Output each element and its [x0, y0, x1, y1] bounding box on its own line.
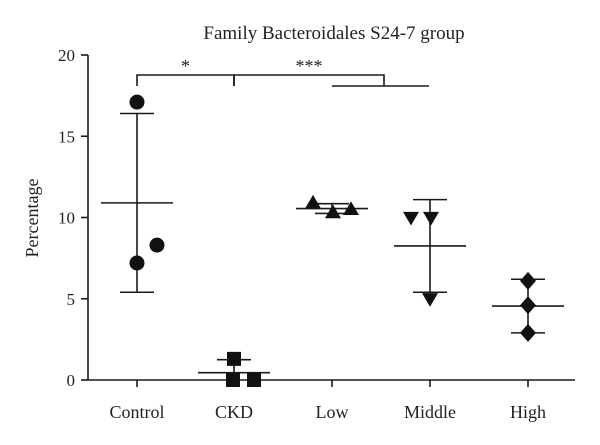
data-point-triangle-down — [423, 211, 439, 226]
data-point-square — [247, 373, 261, 387]
y-axis-label: Percentage — [22, 179, 42, 258]
x-tick-label: Control — [109, 402, 164, 422]
significance-label: * — [181, 56, 190, 76]
data-point-triangle-up — [325, 204, 341, 219]
data-point-circle — [129, 94, 145, 110]
y-tick-label: 0 — [67, 371, 76, 390]
significance-bracket — [233, 74, 385, 86]
data-point-diamond — [520, 323, 536, 342]
data-point-triangle-up — [305, 194, 321, 209]
data-point-diamond — [520, 296, 536, 315]
y-tick-label: 10 — [58, 209, 75, 228]
data-point-triangle-down — [403, 211, 419, 226]
data-point-square — [227, 351, 241, 366]
significance-label: *** — [296, 56, 323, 76]
x-tick-label: Low — [316, 402, 349, 422]
x-tick-label: Middle — [404, 402, 456, 422]
data-point-circle — [129, 255, 145, 271]
data-points — [129, 94, 536, 387]
data-point-triangle-up — [343, 201, 359, 215]
data-point-circle — [149, 237, 165, 253]
chart-title: Family Bacteroidales S24-7 group — [203, 23, 464, 44]
data-point-triangle-down — [422, 293, 438, 307]
data-point-square — [226, 373, 240, 387]
y-tick-label: 15 — [58, 127, 75, 146]
x-tick-label: CKD — [215, 402, 253, 422]
y-tick-label: 20 — [58, 46, 75, 65]
x-ticks: Control CKD Low Middle High — [109, 380, 546, 422]
x-tick-label: High — [510, 402, 546, 422]
y-tick-label: 5 — [67, 290, 76, 309]
error-bars — [101, 112, 564, 380]
y-ticks: 0 5 10 15 20 — [58, 46, 88, 390]
data-point-diamond — [520, 271, 536, 290]
significance-bracket — [136, 74, 235, 86]
significance-annotations: * *** — [136, 56, 429, 87]
